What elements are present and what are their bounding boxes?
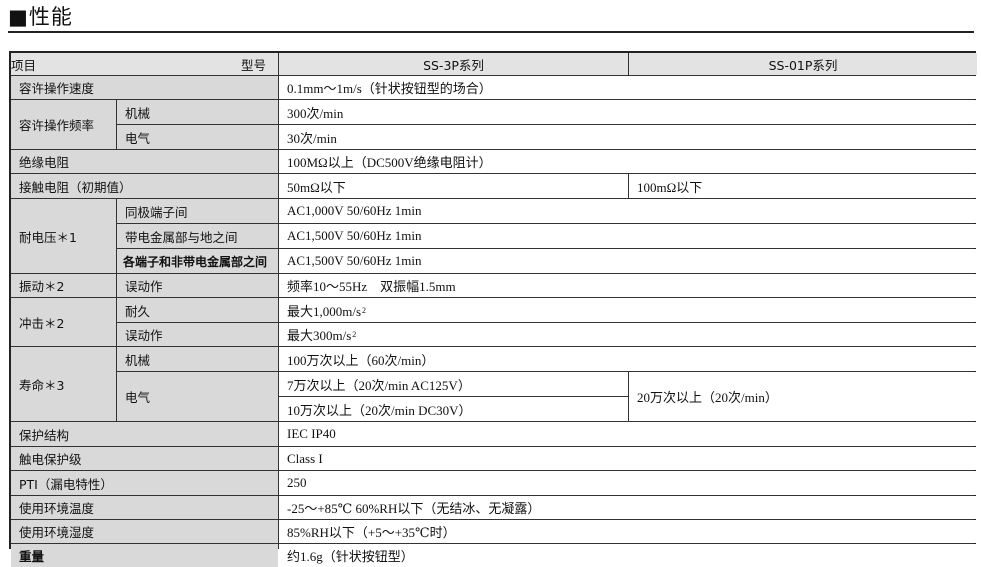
shock-malfunction-text: 最大300m/s [287,328,352,343]
label-insulation: 绝缘电阻 [11,150,278,173]
value-protection: IEC IP40 [279,422,977,446]
label-contact: 接触电阻（初期值） [11,174,278,198]
value-humidity: 85%RH以下（+5～+35℃时） [279,520,977,543]
label-vibration-sub: 误动作 [117,274,278,297]
value-insulation: 100MΩ以上（DC500V绝缘电阻计） [279,150,977,173]
header-ss01p: SS-01P系列 [629,53,977,75]
value-dielectric-3: AC1,500V 50/60Hz 1min [279,249,977,273]
value-shock-endurance: 最大1,000m/s 2 [279,298,977,322]
title-divider [8,31,974,33]
value-contact-ss01p: 100mΩ以下 [629,174,977,198]
value-shock-class: Class I [279,447,977,470]
header-item: 项目 [11,57,37,73]
label-humidity: 使用环境湿度 [11,520,278,543]
label-dielectric-2: 带电金属部与地之间 [117,224,278,248]
label-life: 寿命＊3 [11,347,116,421]
value-weight: 约1.6g（针状按钮型） [279,544,977,567]
value-speed: 0.1mm～1m/s（针状按钮型的场合） [279,76,977,99]
label-shock-endurance: 耐久 [117,298,278,322]
value-temp: -25～+85℃ 60%RH以下（无结冰、无凝露） [279,496,977,519]
value-contact-ss3p: 50mΩ以下 [279,174,628,198]
label-weight: 重量 [11,544,278,567]
label-shock: 冲击＊2 [11,298,116,346]
label-freq-mech: 机械 [117,100,278,124]
superscript: 2 [352,330,357,339]
label-freq-elec: 电气 [117,125,278,149]
value-freq-elec: 30次/min [279,125,977,149]
section-title: ■性能 [8,5,73,29]
label-pti: PTI（漏电特性） [11,471,278,495]
label-speed: 容许操作速度 [11,76,278,99]
label-protection: 保护结构 [11,422,278,446]
value-life-elec-dc: 10万次以上（20次/min DC30V） [279,397,628,421]
label-life-elec: 电气 [117,372,278,421]
label-freq: 容许操作频率 [11,100,116,149]
label-life-mech: 机械 [117,347,278,371]
label-shock-malfunction: 误动作 [117,323,278,346]
label-dielectric-1: 同极端子间 [117,199,278,223]
value-vibration: 频率10～55Hz 双振幅1.5mm [279,274,977,297]
superscript: 2 [362,305,367,315]
label-temp: 使用环境温度 [11,496,278,519]
value-life-elec-ss01p: 20万次以上（20次/min） [629,372,977,421]
value-life-mech: 100万次以上（60次/min） [279,347,977,371]
value-life-elec-ac: 7万次以上（20次/min AC125V） [279,372,628,396]
value-pti: 250 [279,471,977,495]
value-shock-malfunction: 最大300m/s 2 [279,323,977,346]
label-dielectric: 耐电压＊1 [11,199,116,273]
header-ss3p: SS-3P系列 [279,53,628,75]
header-model: 型号 [240,57,266,73]
performance-table: 项目 型号 SS-3P系列 SS-01P系列 容许操作速度 0.1mm～1m/s… [9,51,977,567]
label-dielectric-3: 各端子和非带电金属部之间 [117,249,278,273]
value-dielectric-2: AC1,500V 50/60Hz 1min [279,224,977,248]
label-vibration: 振动＊2 [11,274,116,297]
value-dielectric-1: AC1,000V 50/60Hz 1min [279,199,977,223]
label-shock-class: 触电保护级 [11,447,278,470]
value-freq-mech: 300次/min [279,100,977,124]
header-item-model: 项目 型号 [11,53,278,75]
shock-endurance-text: 最大1,000m/s [287,303,362,319]
